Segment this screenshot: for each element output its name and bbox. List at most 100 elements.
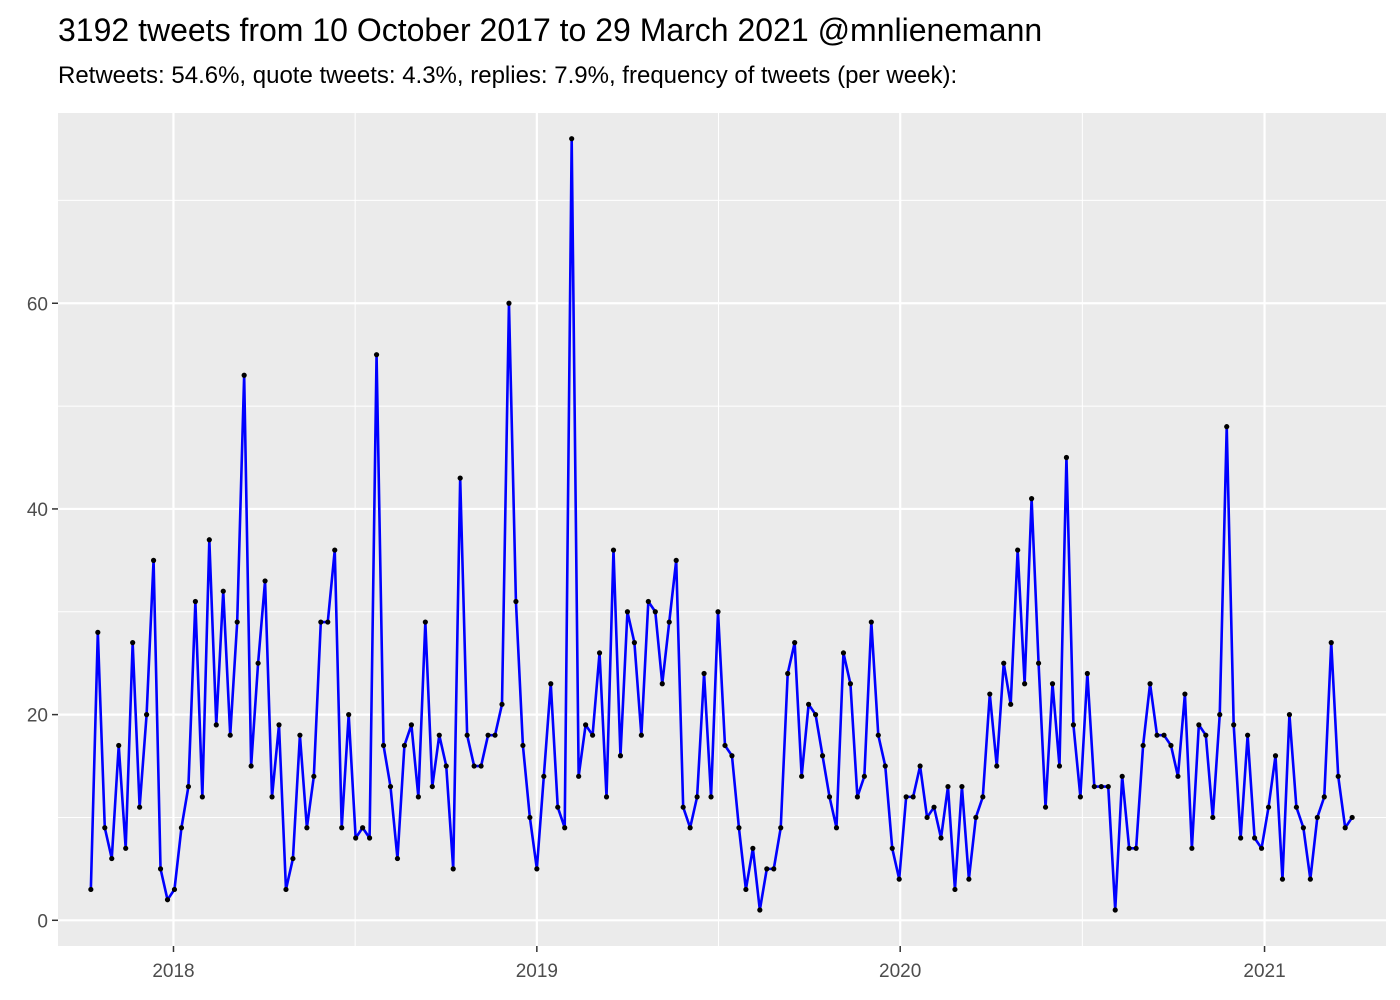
- data-point: [729, 753, 735, 759]
- data-point: [1258, 845, 1265, 851]
- y-tick-label: 40: [27, 500, 48, 521]
- data-point: [1049, 681, 1056, 687]
- data-point: [1279, 876, 1286, 882]
- data-point: [764, 866, 770, 872]
- data-point: [157, 866, 164, 872]
- data-point: [297, 732, 303, 738]
- data-point: [1035, 660, 1042, 666]
- data-point: [1321, 794, 1327, 800]
- data-point: [109, 855, 115, 862]
- data-point: [555, 804, 561, 810]
- data-point: [506, 300, 512, 306]
- data-point: [171, 886, 178, 893]
- data-point: [1126, 845, 1132, 851]
- y-tick-label: 20: [27, 706, 48, 727]
- data-point: [589, 732, 596, 738]
- data-point: [799, 773, 805, 779]
- data-point: [896, 876, 902, 882]
- data-point: [666, 619, 672, 625]
- data-point: [283, 886, 289, 893]
- data-point: [457, 475, 463, 481]
- data-point: [966, 876, 972, 882]
- data-point: [443, 763, 449, 769]
- data-point: [994, 763, 1000, 769]
- data-point: [123, 845, 129, 851]
- data-point: [116, 742, 122, 749]
- data-point: [137, 804, 143, 810]
- data-point: [534, 866, 540, 872]
- data-point: [673, 557, 679, 563]
- data-point: [1008, 701, 1014, 707]
- data-point: [478, 763, 484, 769]
- data-point: [638, 732, 644, 738]
- data-point: [394, 855, 401, 862]
- data-point: [938, 835, 944, 841]
- data-point: [987, 691, 993, 697]
- data-point: [1224, 424, 1230, 430]
- data-point: [1272, 753, 1279, 759]
- data-point: [680, 804, 686, 810]
- data-point: [436, 732, 442, 738]
- data-point: [429, 783, 435, 790]
- data-point: [360, 825, 366, 831]
- data-point: [701, 670, 707, 677]
- data-point: [624, 609, 631, 615]
- data-point: [255, 660, 261, 666]
- data-point: [1182, 691, 1188, 697]
- data-point: [596, 650, 603, 656]
- data-point: [833, 825, 840, 831]
- data-point: [366, 835, 373, 841]
- data-point: [1098, 783, 1104, 790]
- data-point: [248, 763, 254, 769]
- data-point: [973, 814, 979, 821]
- data-point: [875, 732, 881, 738]
- data-point: [408, 722, 415, 728]
- data-point: [645, 598, 651, 605]
- data-point: [1133, 845, 1139, 851]
- data-point: [952, 886, 958, 893]
- data-point: [164, 897, 171, 903]
- data-point: [631, 640, 637, 646]
- data-point: [917, 763, 923, 769]
- data-point: [227, 732, 233, 738]
- data-point: [1140, 742, 1146, 749]
- data-point: [513, 598, 519, 605]
- data-point: [220, 588, 226, 594]
- data-point: [1022, 681, 1028, 687]
- data-point: [346, 712, 352, 718]
- data-point: [1238, 835, 1244, 841]
- x-tick-label: 2021: [1243, 961, 1285, 982]
- data-point: [1196, 722, 1202, 728]
- data-point: [339, 825, 345, 831]
- data-point: [1328, 640, 1334, 646]
- data-point: [1251, 835, 1258, 841]
- data-point: [269, 794, 275, 800]
- data-point: [1077, 794, 1083, 800]
- x-tick-label: 2019: [516, 961, 558, 982]
- data-point: [806, 701, 812, 707]
- data-point: [1084, 670, 1090, 677]
- data-point: [499, 701, 505, 707]
- data-point: [812, 712, 819, 718]
- data-point: [318, 619, 324, 625]
- data-point: [903, 794, 909, 800]
- data-point: [88, 886, 94, 893]
- data-point: [882, 763, 888, 769]
- data-point: [1105, 783, 1111, 790]
- data-point: [659, 681, 665, 687]
- data-point: [1168, 742, 1174, 749]
- data-point: [415, 794, 421, 800]
- x-tick-label: 2018: [152, 961, 194, 982]
- data-point: [401, 742, 408, 749]
- axis-ticks: [52, 302, 1266, 952]
- data-point: [185, 783, 192, 790]
- data-point: [548, 681, 554, 687]
- y-tick-label: 60: [27, 294, 48, 315]
- data-point: [1307, 876, 1313, 882]
- data-point: [353, 835, 359, 841]
- tick-labels: 0 20 40 60 2018 2019 2020 2021: [27, 294, 1286, 982]
- data-point: [617, 753, 624, 759]
- data-point: [1147, 681, 1153, 687]
- data-point: [1112, 907, 1118, 913]
